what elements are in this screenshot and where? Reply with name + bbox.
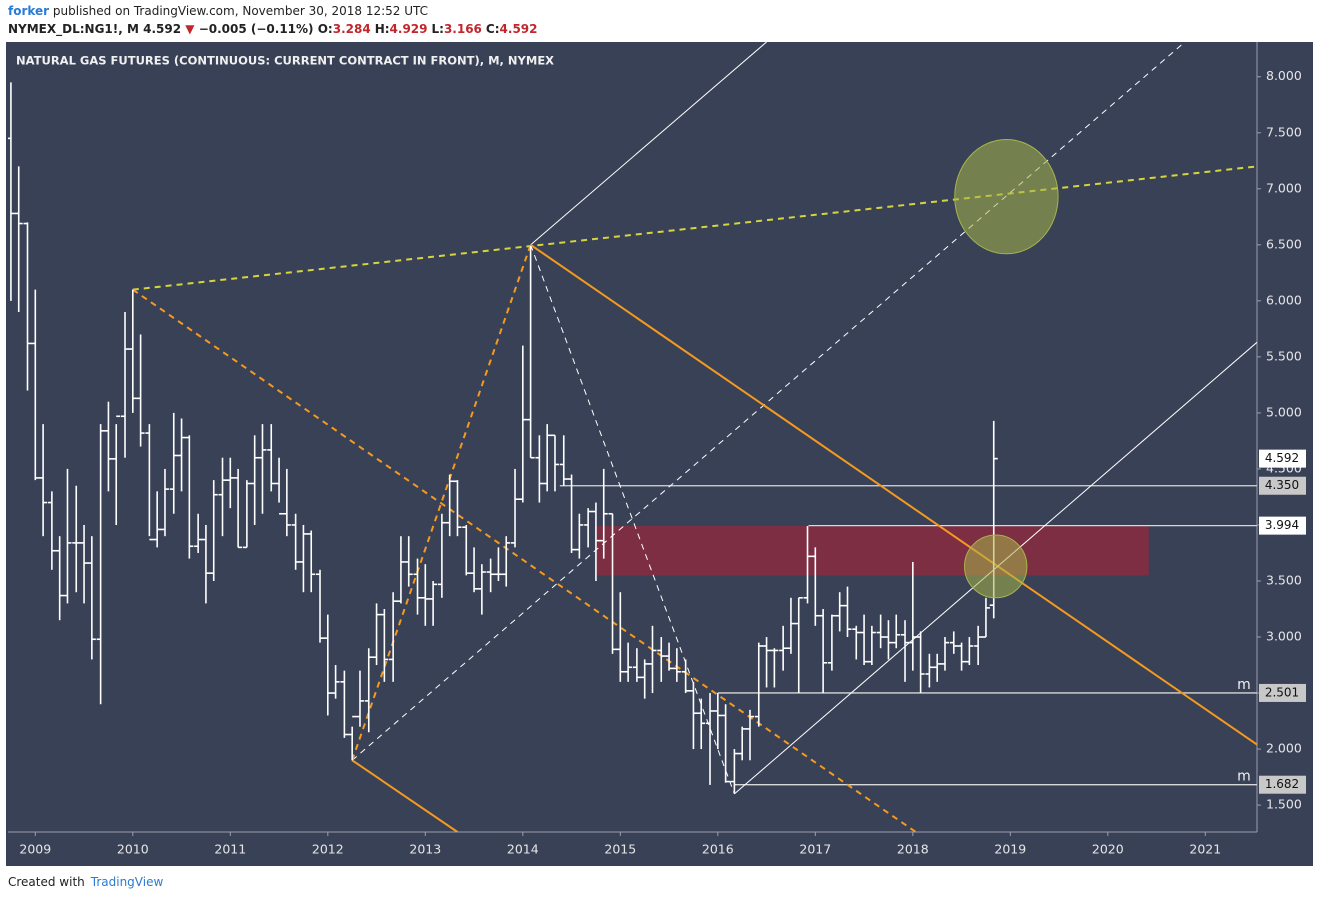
arrow: ▼ bbox=[185, 22, 195, 36]
trend-line bbox=[351, 759, 459, 832]
footer: Created with TradingView bbox=[8, 875, 163, 889]
x-tick-label: 2020 bbox=[1092, 842, 1124, 857]
trend-line bbox=[132, 165, 1257, 291]
x-tick-label: 2014 bbox=[507, 842, 539, 857]
x-tick-label: 2017 bbox=[799, 842, 831, 857]
highlight-ellipse bbox=[963, 534, 1028, 599]
ohlc-key: O: bbox=[317, 22, 333, 36]
y-tick-label: 6.500 bbox=[1266, 236, 1302, 251]
x-tick-label: 2013 bbox=[409, 842, 441, 857]
published: published on TradingView.com, November 3… bbox=[49, 4, 429, 18]
level-marker: m bbox=[1237, 769, 1251, 785]
x-tick-label: 2018 bbox=[897, 842, 929, 857]
ohlc-value: 4.592 bbox=[499, 22, 538, 36]
author[interactable]: forker bbox=[8, 4, 50, 18]
ohlc-header: O:3.284 H:4.929 L:3.166 C:4.592 bbox=[318, 22, 542, 36]
level-badge bbox=[1259, 476, 1306, 495]
symbol-line: NYMEX_DL:NG1!, M 4.592 ▼ −0.005 (−0.11%)… bbox=[8, 22, 542, 36]
chart-title: NATURAL GAS FUTURES (CONTINUOUS: CURRENT… bbox=[16, 54, 554, 68]
level-label: 4.350 bbox=[1265, 478, 1299, 492]
y-tick-label: 5.000 bbox=[1266, 404, 1302, 419]
chart-background bbox=[6, 42, 1313, 866]
ohlc-key: L: bbox=[431, 22, 444, 36]
level-marker: m bbox=[1237, 677, 1251, 693]
ohlc-value: 3.284 bbox=[332, 22, 371, 36]
brand[interactable]: TradingView bbox=[90, 875, 164, 889]
chart: 1.5002.0002.5003.0003.5004.0004.5005.000… bbox=[6, 42, 1313, 866]
highlight-ellipse bbox=[954, 138, 1059, 255]
x-tick-label: 2019 bbox=[994, 842, 1026, 857]
last: 4.592 bbox=[143, 22, 182, 36]
y-tick-label: 8.000 bbox=[1266, 68, 1302, 83]
x-tick-label: 2010 bbox=[117, 842, 149, 857]
trend-line bbox=[351, 244, 532, 761]
y-tick-label: 5.500 bbox=[1266, 348, 1302, 363]
ohlc-key: C: bbox=[485, 22, 500, 36]
ohlc-value: 3.166 bbox=[443, 22, 482, 36]
level-badge bbox=[1259, 683, 1306, 702]
y-tick-label: 3.000 bbox=[1266, 629, 1302, 644]
trend-line bbox=[530, 42, 767, 246]
plot bbox=[8, 42, 1257, 832]
level-badge bbox=[1259, 516, 1306, 535]
header-line: forker published on TradingView.com, Nov… bbox=[8, 4, 428, 18]
y-tick-label: 6.000 bbox=[1266, 292, 1302, 307]
y-tick-label: 2.000 bbox=[1266, 741, 1302, 756]
y-tick-label: 7.000 bbox=[1266, 180, 1302, 195]
x-tick-label: 2009 bbox=[19, 842, 51, 857]
y-tick-label: 1.500 bbox=[1266, 797, 1302, 812]
ohlc-key: H: bbox=[374, 22, 390, 36]
symbol: NYMEX_DL:NG1!, M bbox=[8, 22, 139, 36]
zone bbox=[595, 526, 1149, 576]
level-label: 1.682 bbox=[1265, 777, 1299, 791]
x-tick-label: 2012 bbox=[312, 842, 344, 857]
x-tick-label: 2021 bbox=[1189, 842, 1221, 857]
last-price-badge bbox=[1259, 449, 1306, 468]
x-tick-label: 2011 bbox=[214, 842, 246, 857]
x-tick-label: 2015 bbox=[604, 842, 636, 857]
level-label: 2.501 bbox=[1265, 685, 1299, 699]
axes: 1.5002.0002.5003.0003.5004.0004.5005.000… bbox=[19, 68, 1306, 857]
trend-line bbox=[530, 244, 735, 795]
trend-line bbox=[132, 288, 917, 832]
created: Created with bbox=[8, 875, 85, 889]
y-tick-label: 7.500 bbox=[1266, 124, 1302, 139]
ohlc-value: 4.929 bbox=[389, 22, 428, 36]
level-label: 3.994 bbox=[1265, 518, 1299, 532]
last-price-label: 4.592 bbox=[1265, 451, 1299, 465]
trend-line bbox=[530, 243, 1257, 746]
change: −0.005 (−0.11%) bbox=[198, 22, 314, 36]
x-tick-label: 2016 bbox=[702, 842, 734, 857]
level-badge bbox=[1259, 775, 1306, 794]
y-tick-label: 3.500 bbox=[1266, 572, 1302, 587]
